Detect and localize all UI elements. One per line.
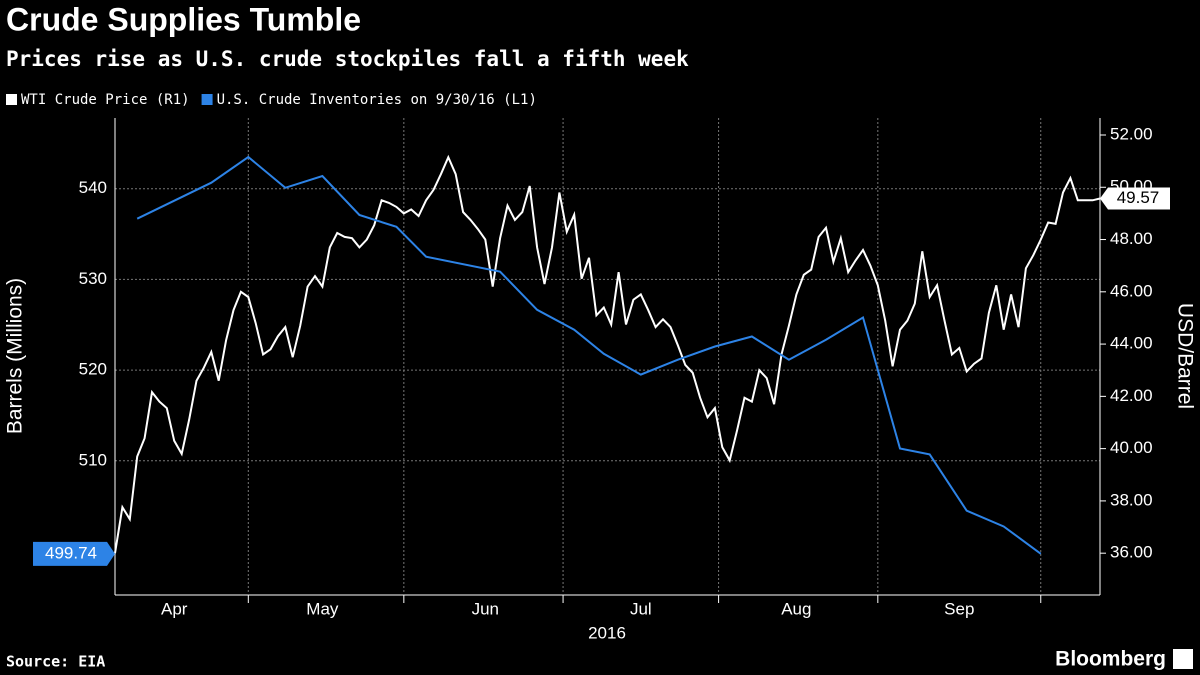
x-tick-label: Jun <box>472 599 499 618</box>
y2-tick-label: 38.00 <box>1110 490 1153 509</box>
brand-logo: Bloomberg <box>1055 648 1166 671</box>
y-tick-label: 540 <box>79 178 107 197</box>
y-tick-label: 510 <box>79 450 107 469</box>
chart-subtitle: Prices rise as U.S. crude stockpiles fal… <box>6 47 689 71</box>
value-label: 49.57 <box>1117 188 1160 207</box>
x-axis-label: 2016 <box>588 623 626 642</box>
y2-tick-label: 40.00 <box>1110 438 1153 457</box>
x-tick-label: Sep <box>944 599 974 618</box>
y2-tick-label: 44.00 <box>1110 334 1153 353</box>
brand-icon <box>1173 649 1193 669</box>
chart-title: Crude Supplies Tumble <box>6 1 361 37</box>
legend-label: WTI Crude Price (R1) <box>21 92 190 108</box>
legend-swatch <box>6 94 17 105</box>
legend-label: U.S. Crude Inventories on 9/30/16 (L1) <box>217 92 537 108</box>
x-tick-label: Jul <box>630 599 652 618</box>
y2-tick-label: 36.00 <box>1110 543 1153 562</box>
x-tick-label: May <box>306 599 339 618</box>
y2-tick-label: 52.00 <box>1110 124 1153 143</box>
value-label: 499.74 <box>45 543 97 562</box>
source-note: Source: EIA <box>6 653 105 671</box>
y-tick-label: 520 <box>79 360 107 379</box>
y2-axis-label: USD/Barrel <box>1173 303 1196 409</box>
value-label-box <box>1100 187 1170 210</box>
series-line <box>114 154 1101 554</box>
legend-swatch <box>201 94 213 105</box>
value-label-box <box>33 541 115 566</box>
y-axis-label: Barrels (Millions) <box>4 278 27 434</box>
y2-tick-label: 48.00 <box>1110 229 1153 248</box>
series-line <box>136 155 1042 555</box>
x-tick-label: Apr <box>161 599 188 618</box>
y2-tick-label: 42.00 <box>1110 386 1153 405</box>
y2-tick-label: 46.00 <box>1110 281 1153 300</box>
x-tick-label: Aug <box>781 599 811 618</box>
y-tick-label: 530 <box>79 269 107 288</box>
